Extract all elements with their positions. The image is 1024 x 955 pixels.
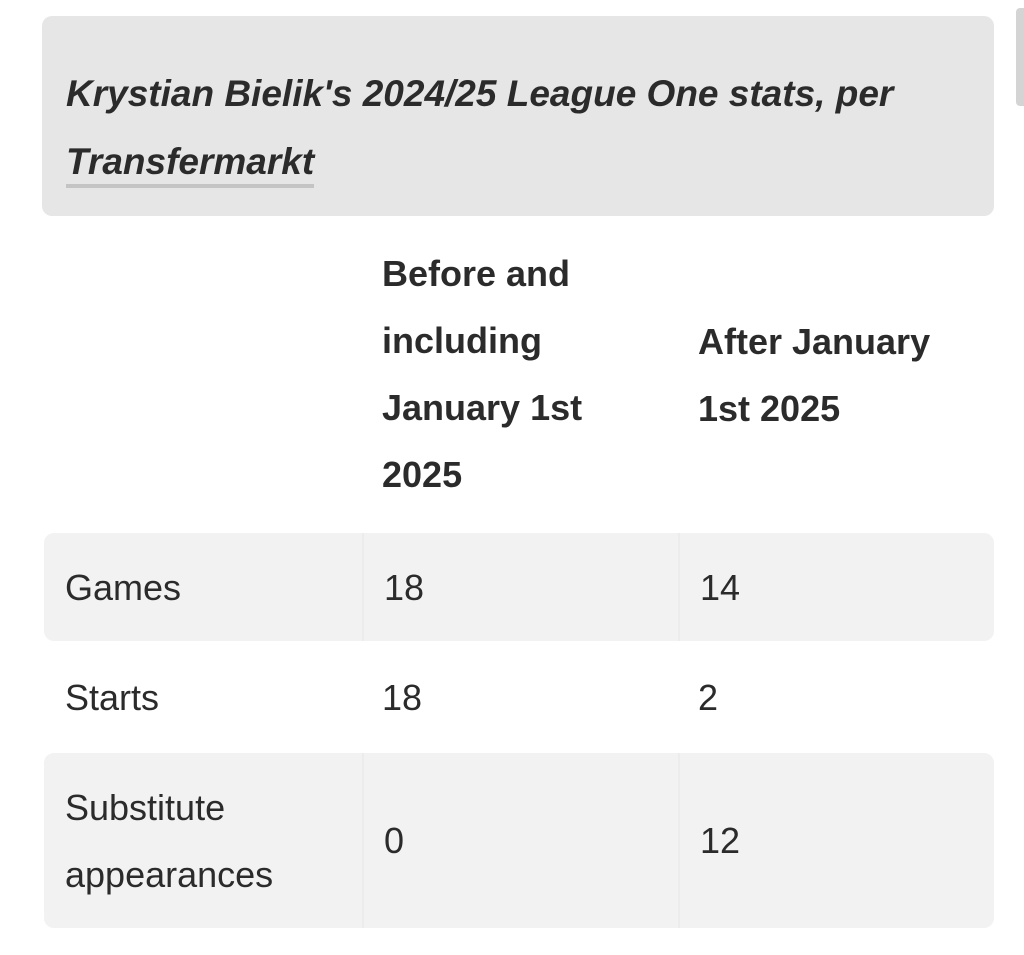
column-header-after: After January 1st 2025 — [698, 321, 931, 429]
starts-after-value: 2 — [698, 676, 719, 718]
transfermarkt-link[interactable]: Transfermarkt — [66, 141, 315, 188]
column-header-before: Before and including January 1st 2025 — [382, 253, 583, 495]
caption-label: Krystian Bielik's 2024/25 League One sta… — [66, 73, 894, 114]
table-caption: Krystian Bielik's 2024/25 League One sta… — [42, 16, 994, 216]
table-row-games: Games 18 14 — [44, 533, 994, 641]
games-before-value: 18 — [362, 533, 678, 641]
row-label-substitute-appearances: Substitute appearances — [65, 786, 274, 895]
table-row-substitute-appearances: Substitute appearances 0 12 — [44, 753, 994, 928]
starts-before-value: 18 — [382, 676, 423, 718]
scrollbar[interactable] — [1016, 8, 1024, 106]
caption-text: Krystian Bielik's 2024/25 League One sta… — [66, 60, 970, 196]
row-label-games: Games — [65, 566, 182, 608]
games-after-value: 14 — [678, 533, 994, 641]
substitute-before-value: 0 — [362, 753, 678, 928]
substitute-after-value: 12 — [678, 753, 994, 928]
table-row-starts: Starts 18 2 — [44, 643, 994, 751]
row-label-starts: Starts — [65, 676, 160, 718]
